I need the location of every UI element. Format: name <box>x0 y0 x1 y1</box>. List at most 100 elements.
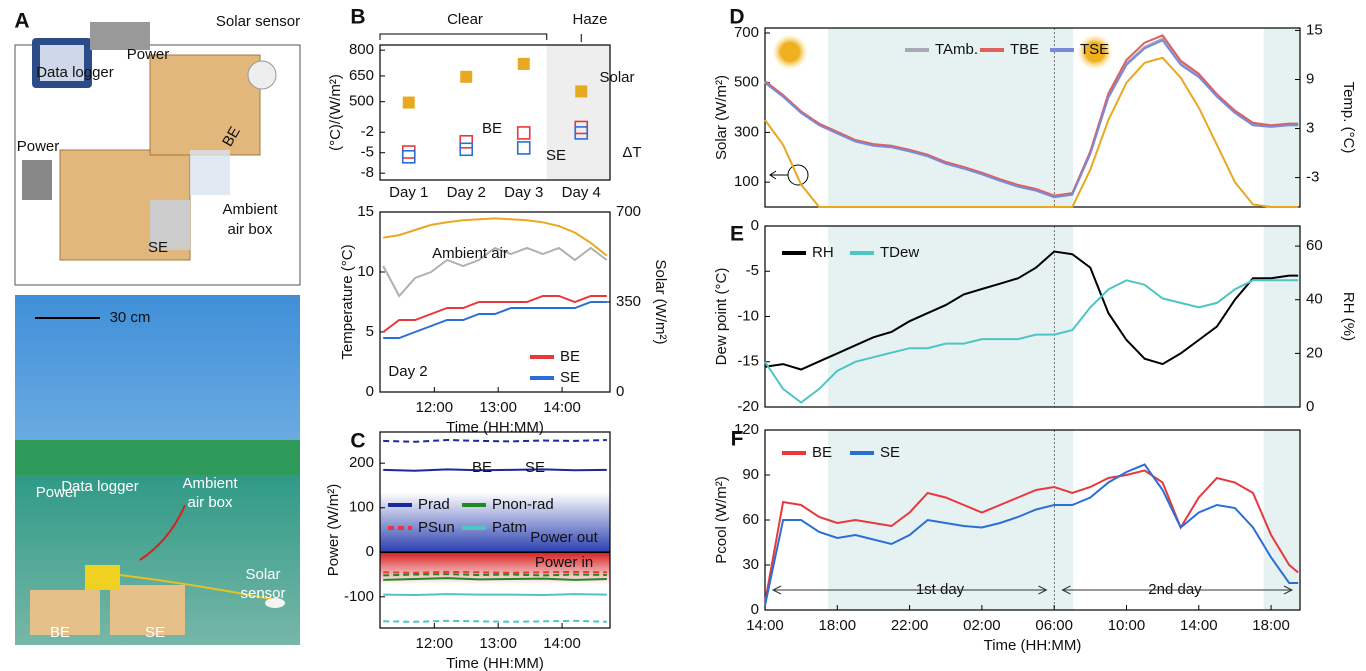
panel-d-icons <box>769 35 1112 186</box>
marker <box>516 126 531 140</box>
y-axis-label: (°C)/(W/m²) <box>327 74 344 151</box>
legend-label: BE <box>560 348 580 365</box>
panel-letter: C <box>350 430 365 453</box>
x-axis-label: Time (HH:MM) <box>446 655 544 671</box>
series-line <box>383 301 607 339</box>
annotation: Day 2 <box>388 363 427 380</box>
y-axis-label: Solar (W/m²) <box>713 75 730 160</box>
series-line <box>383 573 607 577</box>
y2-tick-label: -2 <box>361 123 374 140</box>
y2-tick-label: 0 <box>616 383 624 400</box>
y-tick-label: 120 <box>734 421 759 438</box>
marker <box>575 85 588 98</box>
y2-tick-label: 3 <box>1306 120 1314 137</box>
x-axis-label: Time (HH:MM) <box>446 419 544 436</box>
power-out-band <box>380 492 610 553</box>
photo-label: Ambient <box>182 475 238 492</box>
y2-tick-label: 20 <box>1306 344 1323 361</box>
legend-label: SE <box>546 147 566 164</box>
annotation: 1st day <box>916 581 965 598</box>
legend-label: Prad <box>418 496 450 513</box>
y-tick-label: 30 <box>742 556 759 573</box>
y-tick-label: 650 <box>349 67 374 84</box>
marker <box>516 141 531 155</box>
series-line <box>764 469 1299 603</box>
photo-label: sensor <box>240 585 285 602</box>
y-axis-label: Power (W/m²) <box>325 484 342 577</box>
night-shade <box>828 430 1074 610</box>
legend-label: Pnon-rad <box>492 496 554 513</box>
legend-label: RH <box>812 244 834 261</box>
series-line <box>382 246 608 298</box>
x-category-label: Day 4 <box>562 184 601 201</box>
y2-tick-label: 60 <box>1306 237 1323 254</box>
y-tick-label: 0 <box>366 543 374 560</box>
panel-letter: E <box>730 223 744 246</box>
x-tick-label: 14:00 <box>543 635 581 652</box>
photo-label: air box <box>187 494 233 511</box>
clear-bracket <box>379 33 582 42</box>
panel-a-photo <box>15 295 300 645</box>
y-tick-label: 800 <box>349 41 374 58</box>
x-tick-label: 10:00 <box>1108 617 1146 634</box>
marker <box>460 70 473 83</box>
x-category-label: Day 2 <box>447 184 486 201</box>
y-tick-label: 0 <box>751 217 759 234</box>
x-tick-label: 06:00 <box>1035 617 1073 634</box>
photo-label: Data logger <box>36 64 114 81</box>
panel-letter: B <box>350 6 365 29</box>
x-tick-label: 18:00 <box>1252 617 1290 634</box>
x-category-label: Day 3 <box>504 184 543 201</box>
legend-label: PSun <box>418 519 455 536</box>
day-arrow <box>1061 585 1294 595</box>
legend-label: TAmb. <box>935 41 978 58</box>
night-shade <box>1263 28 1300 207</box>
y-tick-label: -5 <box>746 262 759 279</box>
x-tick-label: 12:00 <box>416 635 454 652</box>
photo-label: 30 cm <box>110 309 151 326</box>
y-axis-label: Temperature (°C) <box>339 244 356 359</box>
y-tick-label: 100 <box>734 173 759 190</box>
y-axis-label: Dew point (°C) <box>713 268 730 366</box>
photo-label: SE <box>148 239 168 256</box>
series-line <box>382 295 607 333</box>
photo-label: Power <box>127 46 170 63</box>
y2-axis-label: RH (%) <box>1340 292 1357 341</box>
photo-label: Power <box>17 138 60 155</box>
y-tick-label: 0 <box>751 601 759 618</box>
night-shade <box>1263 226 1300 407</box>
y2-tick-label: -3 <box>1306 169 1319 186</box>
y-tick-label: -20 <box>737 398 759 415</box>
y-tick-label: 10 <box>357 263 374 280</box>
panel-letter: A <box>14 10 29 33</box>
marker <box>401 145 416 159</box>
annotation: BE <box>472 459 492 476</box>
y2-axis-label: Temp. (°C) <box>1340 82 1357 154</box>
photo-label: Solar sensor <box>216 13 300 30</box>
marker <box>459 142 474 157</box>
y2-axis-label: Solar (W/m²) <box>652 260 669 345</box>
annotation: Power out <box>530 529 598 546</box>
photo-label: Ambient <box>222 201 278 218</box>
marker <box>401 150 416 164</box>
series-line <box>764 56 1299 208</box>
annotation: SE <box>525 459 545 476</box>
y-tick-label: -15 <box>737 353 759 370</box>
y-tick-label: 200 <box>349 454 374 471</box>
legend-label: SE <box>880 444 900 461</box>
y-tick-label: 5 <box>366 323 374 340</box>
series-line <box>764 463 1299 606</box>
night-shade <box>828 226 1074 407</box>
x-tick-label: 12:00 <box>416 399 454 416</box>
y-axis-label: Pcool (W/m²) <box>713 476 730 564</box>
marker <box>459 134 474 149</box>
annotation: 2nd day <box>1148 581 1202 598</box>
x-tick-label: 13:00 <box>479 635 517 652</box>
series-line <box>764 39 1299 199</box>
y2-tick-label: 700 <box>616 203 641 220</box>
legend-label: TDew <box>880 244 919 261</box>
x-category-label: Day 1 <box>389 184 428 201</box>
night-shade <box>1263 430 1300 610</box>
panel-letter: F <box>731 428 744 451</box>
